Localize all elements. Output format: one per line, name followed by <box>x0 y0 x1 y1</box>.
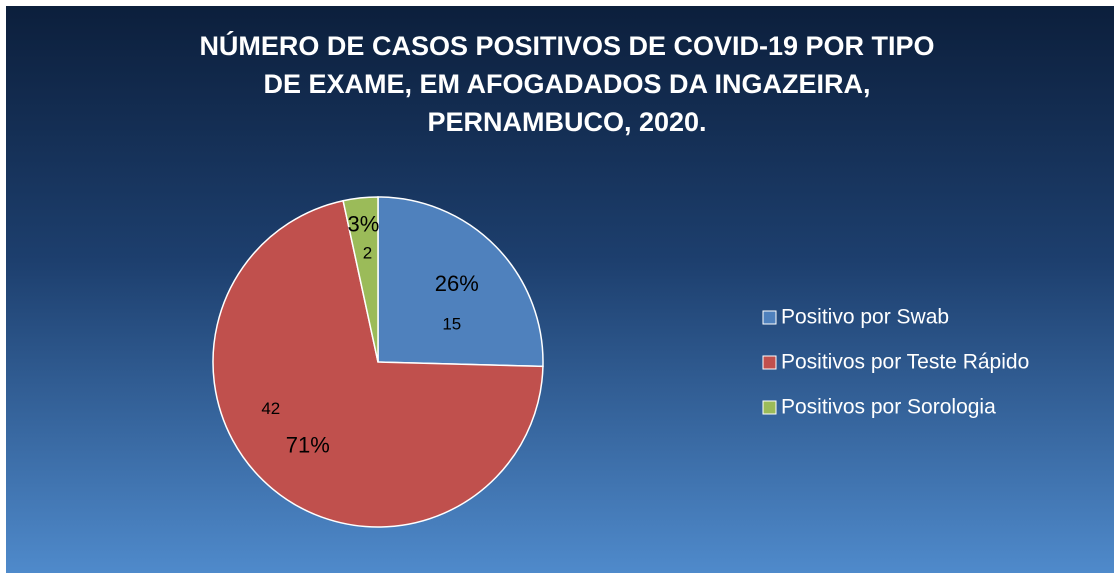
legend-swatch <box>762 400 777 415</box>
legend-swatch <box>762 355 777 370</box>
legend-label: Positivo por Swab <box>781 306 949 329</box>
background <box>6 6 1114 573</box>
chart-title: PERNAMBUCO, 2020. <box>427 107 706 137</box>
pie-slice <box>212 199 544 528</box>
percentage-label: 26% <box>435 271 479 296</box>
pie-slice <box>342 196 379 363</box>
chart-title: DE EXAME, EM AFOGADADOS DA INGAZEIRA, <box>263 69 870 99</box>
data-label: 42 <box>261 399 280 418</box>
legend-label: Positivos por Teste Rápido <box>781 351 1029 374</box>
legend-swatch <box>762 310 777 325</box>
data-label: 15 <box>442 315 461 334</box>
data-label: 2 <box>363 243 372 262</box>
percentage-label: 71% <box>286 432 330 457</box>
legend-label: Positivos por Sorologia <box>781 396 996 419</box>
chart-title: NÚMERO DE CASOS POSITIVOS DE COVID-19 PO… <box>199 30 934 61</box>
pie-slice <box>377 196 544 368</box>
percentage-label: 3% <box>348 212 380 237</box>
